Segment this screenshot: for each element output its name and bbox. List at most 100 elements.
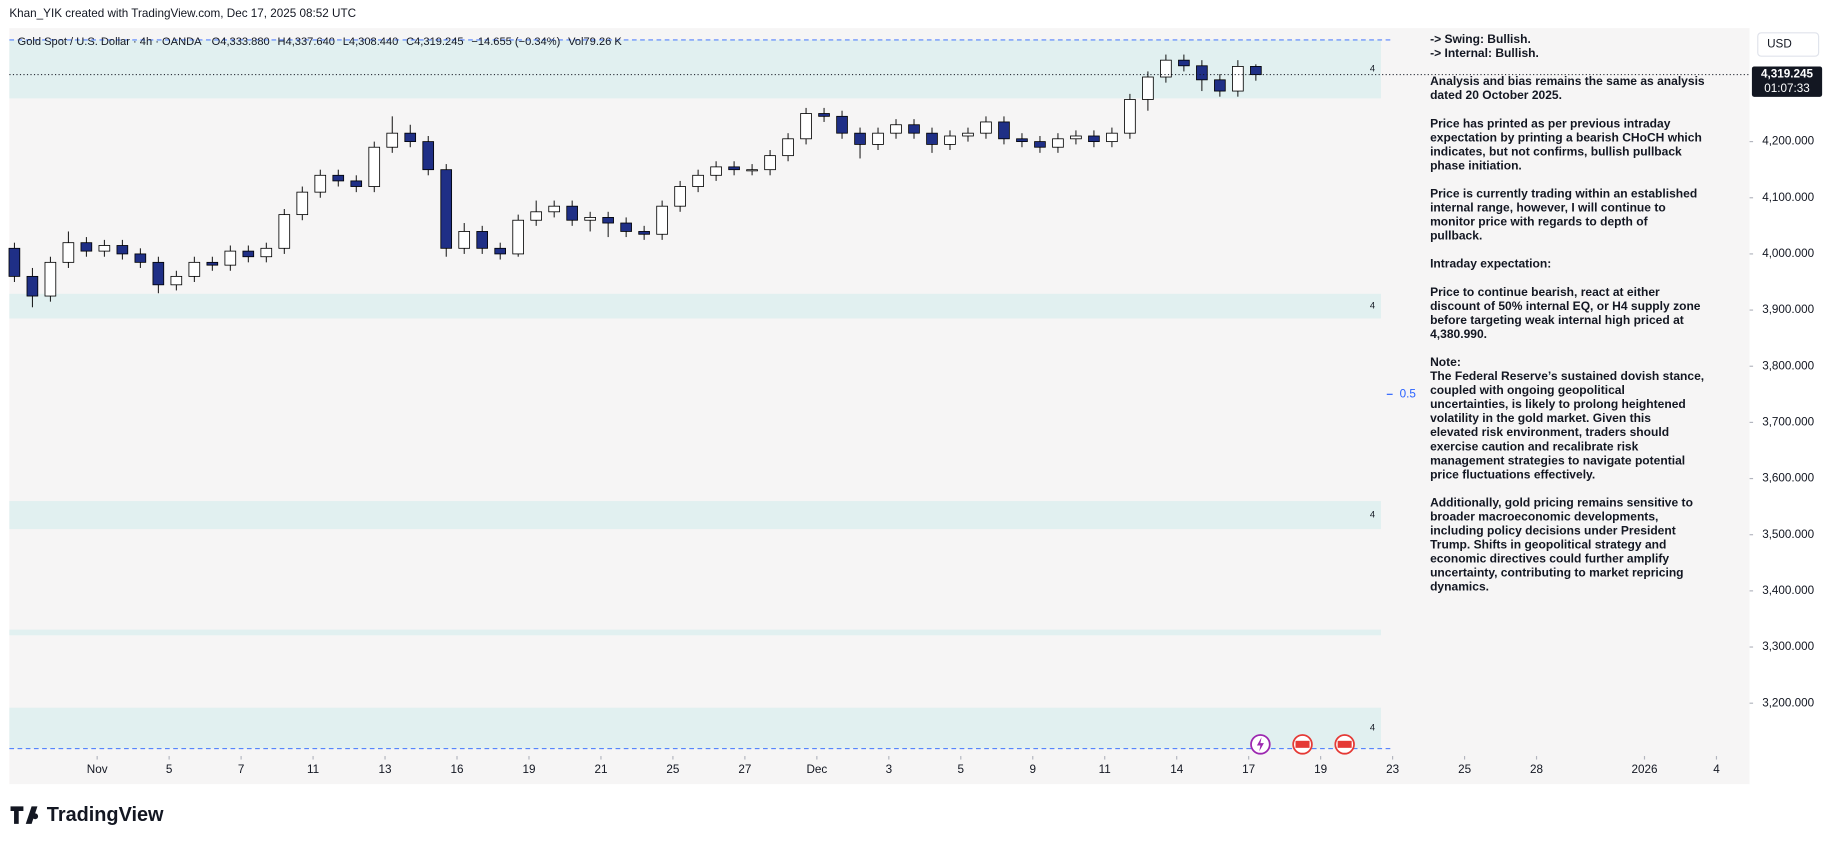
candle-body [494,247,506,255]
zone [9,293,1381,319]
x-tick-label: 4 [1713,763,1720,776]
x-tick-label: 16 [451,763,464,776]
candle-body [998,121,1010,140]
candle-body [476,231,489,249]
candle-body [458,231,471,249]
note-line: exercise caution and recalibrate risk [1430,439,1639,453]
note-line: Intraday expectation: [1430,257,1551,271]
candle-body [1178,59,1190,67]
x-tick-label: 13 [379,763,392,776]
candle-body [350,180,363,187]
note-line: Analysis and bias remains the same as an… [1430,74,1705,88]
volume: Vol79.26 K [568,36,622,48]
plot-background [9,28,1750,785]
candle-body [980,121,992,134]
candle-body [188,261,201,277]
note-line: uncertainty, contributing to market repr… [1430,566,1683,580]
x-tick-label: Nov [87,763,108,776]
candle-body [116,245,129,255]
candle-body [1052,138,1064,148]
candle-body [872,132,884,145]
note-line: broader macroeconomic developments, [1430,509,1658,523]
note-line: discount of 50% internal EQ, or H4 suppl… [1430,299,1701,313]
zone-label: 4 [1370,301,1375,311]
x-tick-label: Dec [806,763,827,776]
ohlc-low: L4,308.440 [343,36,399,48]
candle-body [368,146,381,187]
x-tick-label: 5 [958,763,965,776]
candle-body [1124,99,1136,134]
x-tick-label: 7 [238,763,245,776]
candle-body [890,124,902,134]
candle-body [44,261,57,297]
note-line: pullback. [1430,229,1482,243]
candle-body [26,275,39,297]
note-line: phase initiation. [1430,158,1522,172]
ohlc-close: C4,319.245 [406,36,463,48]
note-line: Additionally, gold pricing remains sensi… [1430,495,1693,509]
candle-body [926,132,938,145]
candle-body [620,222,632,232]
candle-body [764,155,776,171]
x-tick-label: 11 [1099,763,1111,776]
note-line: -> Swing: Bullish. [1430,32,1531,46]
candle-body [836,115,848,134]
x-tick-label: 25 [1458,763,1471,776]
note-line: price fluctuations effectively. [1430,467,1595,481]
note-line: -> Internal: Bullish. [1430,46,1539,60]
candle-body [800,113,812,140]
currency[interactable]: USD [1767,38,1792,51]
y-tick-label: 3,300.000 [1762,640,1814,653]
note-line: management strategies to navigate potent… [1430,453,1685,467]
candle-body [8,247,21,277]
y-tick-label: 4,000.000 [1762,247,1814,260]
zone-label: 4 [1370,64,1375,74]
y-tick-label: 3,500.000 [1762,528,1814,541]
candle-body [854,132,866,145]
y-tick-label: 3,400.000 [1762,584,1814,597]
x-tick-label: 9 [1030,763,1037,776]
zones: 4 4 4 4 0.5 [9,39,1416,750]
event-icons [1250,734,1355,755]
note-line: Trump. Shifts in geopolitical strategy a… [1430,538,1666,552]
candle-body [728,166,740,171]
candle-body [1160,59,1172,78]
y-tick-label: 3,200.000 [1762,696,1814,709]
zone [9,629,1381,636]
candle-body [1142,76,1154,100]
candle-body [692,174,704,187]
brand: TradingView [10,804,164,826]
x-tick-label: 23 [1386,763,1399,776]
candle-body [548,205,560,213]
candle-body [260,247,273,258]
x-tick-label: 21 [594,763,607,776]
y-tick-label: 3,800.000 [1762,359,1814,372]
candle-body [1214,79,1226,92]
candle-body [440,169,453,249]
x-tick-label: 17 [1242,763,1255,776]
price-tag-label: 4,319.245 [1761,68,1813,81]
x-tick-label: 5 [166,763,173,776]
candle-body [944,135,956,145]
candle-body [206,261,219,266]
note-line: elevated risk environment, traders shoul… [1430,425,1669,439]
candle-body [1088,135,1100,143]
currency-box[interactable] [1757,32,1820,57]
candle-body [1106,132,1118,143]
note-line: Price has printed as per previous intrad… [1430,116,1671,130]
x-tick-label: 27 [738,763,751,776]
note-line: dated 20 October 2025. [1430,88,1562,102]
note-line: expectation by printing a bearish CHoCH … [1430,130,1702,144]
note-line: before targeting weak internal high pric… [1430,313,1684,327]
x-tick-label: 19 [522,763,535,776]
y-tick-label: 3,700.000 [1762,415,1814,428]
ohlc-open: O4,333.880 [212,36,270,48]
y-tick-label: 4,200.000 [1762,135,1814,148]
candle-body [656,205,668,235]
note-line: Price is currently trading within an est… [1430,186,1697,200]
y-tick-label: 3,600.000 [1762,472,1814,485]
candle-body [278,214,291,249]
candle-body [746,169,758,172]
brand-name: TradingView [47,804,164,826]
